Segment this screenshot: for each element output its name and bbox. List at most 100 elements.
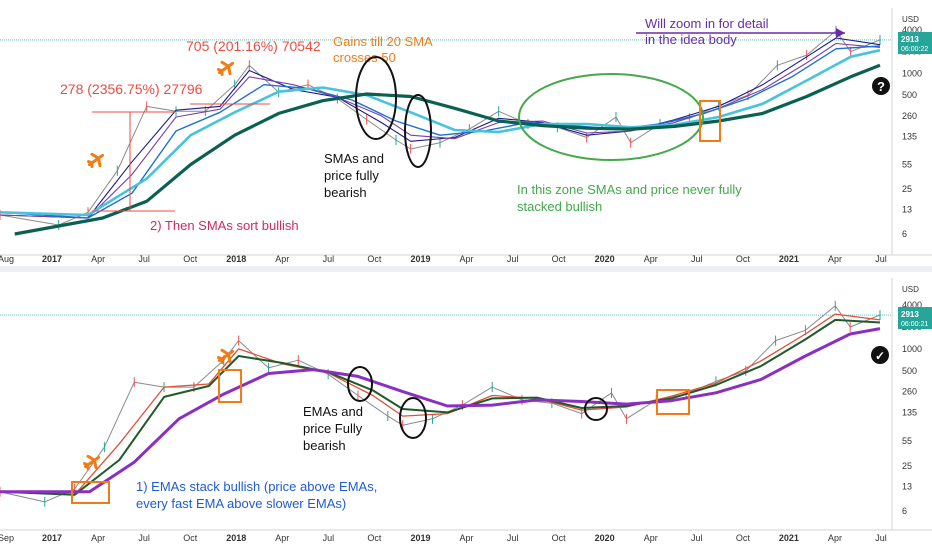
orange-box-top	[699, 100, 721, 142]
series-line-price	[0, 30, 881, 226]
series-line-sma_fast	[0, 37, 881, 219]
check-icon	[871, 346, 889, 364]
check-icon-text: ✓	[875, 349, 885, 363]
y-tick-label: 13	[902, 482, 912, 492]
x-tick-label: Apr	[91, 254, 105, 264]
y-tick-label: 1000	[902, 68, 922, 78]
question-icon-text: ?	[877, 79, 885, 94]
then-smas-label: 2) Then SMAs sort bullish	[150, 218, 299, 233]
gain-label-1: 278 (2356.75%) 27796	[60, 81, 203, 97]
circle-emas-bearish-3	[584, 397, 608, 421]
x-tick-label: Sep	[0, 533, 14, 543]
y-tick-label: 260	[902, 111, 917, 121]
x-tick-label: Oct	[367, 533, 382, 543]
plot-area	[0, 8, 892, 255]
y-tick-label: 13	[902, 205, 912, 215]
series-line-ema_mid	[0, 318, 881, 496]
circle-emas-bearish-1	[347, 366, 373, 402]
x-tick-label: Jul	[323, 254, 335, 264]
zoom-note-line2: in the idea body	[645, 32, 737, 47]
price-tag-box	[898, 307, 932, 329]
x-tick-label: Jul	[323, 533, 335, 543]
price-tag-box	[898, 32, 932, 54]
gain-label-2: 705 (201.16%) 70542	[186, 38, 321, 54]
circle-emas-bearish-2	[399, 397, 427, 439]
series-line-sma_slow	[0, 45, 881, 219]
x-tick-label: 2018	[226, 254, 246, 264]
y-tick-label: 500	[902, 366, 917, 376]
x-tick-label: Apr	[644, 533, 658, 543]
x-tick-label: Oct	[736, 533, 751, 543]
y-tick-label: 6	[902, 506, 907, 516]
annotation-layer: 278 (2356.75%) 27796 705 (201.16%) 70542…	[60, 16, 890, 511]
series-line-sma_mid	[0, 42, 881, 219]
y-tick-label: 260	[902, 387, 917, 397]
smas-bearish-line1: SMAs and	[324, 151, 384, 166]
airplane-icon	[87, 152, 105, 168]
series-line-ema_fast	[0, 313, 881, 496]
series-line-sma_200	[14, 63, 881, 236]
zoom-note-line1: Will zoom in for detail	[645, 16, 769, 31]
emas-bearish-line1: EMAs and	[303, 404, 363, 419]
x-tick-label: Oct	[736, 254, 751, 264]
panel-separator	[0, 266, 932, 272]
orange-box-bottom-1	[71, 481, 110, 504]
airplane-shape	[83, 454, 101, 470]
price-tag-value: 2913	[901, 310, 919, 319]
x-tick-label: 2020	[595, 533, 615, 543]
x-tick-label: Apr	[644, 254, 658, 264]
emas-bearish-line3: bearish	[303, 438, 346, 453]
x-tick-label: Apr	[828, 533, 842, 543]
circle-smas-bearish-2	[404, 94, 432, 168]
y-tick-label: 55	[902, 436, 912, 446]
y-tick-label: 6	[902, 229, 907, 239]
x-tick-label: 2018	[226, 533, 246, 543]
smas-bearish-line2: price fully	[324, 168, 379, 183]
y-tick-label: 1000	[902, 344, 922, 354]
airplane-shape	[217, 348, 235, 364]
zone-label-line1: In this zone SMAs and price never fully	[517, 182, 742, 197]
x-tick-label: Apr	[91, 533, 105, 543]
airplane-shape	[87, 152, 105, 168]
x-tick-label: 2020	[595, 254, 615, 264]
x-tick-label: Jul	[138, 254, 150, 264]
y-tick-label: 4000	[902, 25, 922, 35]
x-tick-label: Jul	[875, 254, 887, 264]
y-tick-label: 25	[902, 184, 912, 194]
x-tick-label: Jul	[691, 533, 703, 543]
x-tick-label: Apr	[828, 254, 842, 264]
price-tag-time: 06:00:21	[901, 321, 928, 328]
x-tick-label: Apr	[460, 533, 474, 543]
x-tick-label: Aug	[0, 254, 14, 264]
gains-till-label-line2: crosses 50	[333, 50, 396, 65]
x-tick-label: Oct	[367, 254, 382, 264]
price-tag-time: 06:00:22	[901, 46, 928, 53]
price-tag-value: 2913	[901, 35, 919, 44]
airplane-icon	[83, 454, 101, 470]
bottom-panel: 4000200010005002601355525136USDSep2017Ap…	[0, 278, 932, 543]
y-tick-label: 25	[902, 461, 912, 471]
orange-box-bottom-3	[656, 389, 690, 415]
y-unit-label: USD	[902, 285, 919, 294]
airplane-icon	[217, 60, 235, 76]
x-tick-label: Oct	[183, 533, 198, 543]
x-tick-label: 2019	[410, 533, 430, 543]
series-line-ema_slow	[0, 327, 881, 494]
x-tick-label: Jul	[507, 254, 519, 264]
zone-ellipse	[518, 73, 704, 161]
x-tick-label: 2021	[779, 533, 799, 543]
x-tick-label: 2017	[42, 254, 62, 264]
x-tick-label: 2019	[410, 254, 430, 264]
x-tick-label: Jul	[875, 533, 887, 543]
circle-smas-bearish-1	[355, 56, 397, 140]
series-line-sma_100	[0, 48, 881, 217]
price-tag: 2913 06:00:21	[898, 307, 932, 329]
x-tick-label: Oct	[552, 533, 567, 543]
y-tick-label: 135	[902, 131, 917, 141]
x-tick-label: Oct	[183, 254, 198, 264]
y-tick-label: 500	[902, 90, 917, 100]
x-tick-label: Apr	[275, 533, 289, 543]
zoom-arrow-head	[836, 28, 845, 38]
